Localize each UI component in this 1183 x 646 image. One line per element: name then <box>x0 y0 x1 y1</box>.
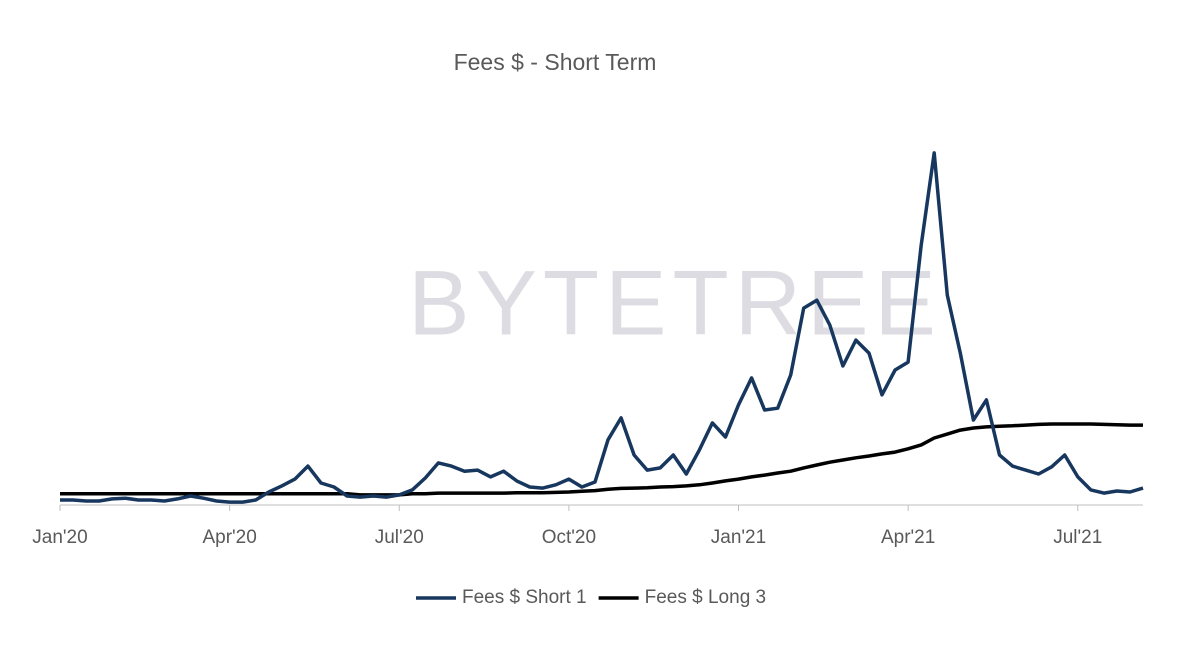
x-tick-label: Jul'21 <box>1053 527 1102 548</box>
x-tick-label: Apr'21 <box>881 527 935 548</box>
legend-label: Fees $ Long 3 <box>645 587 766 608</box>
x-tick-label: Jan'20 <box>32 527 87 548</box>
chart-title: Fees $ - Short Term <box>454 49 657 75</box>
watermark: BYTETREE <box>408 252 942 354</box>
x-tick-label: Jul'20 <box>375 527 424 548</box>
legend-label: Fees $ Short 1 <box>462 587 587 608</box>
series-line <box>60 422 1143 497</box>
x-tick-label: Oct'20 <box>542 527 596 548</box>
x-tick-label: Apr'20 <box>202 527 256 548</box>
x-tick-label: Jan'21 <box>711 527 766 548</box>
series-line <box>60 151 1144 504</box>
